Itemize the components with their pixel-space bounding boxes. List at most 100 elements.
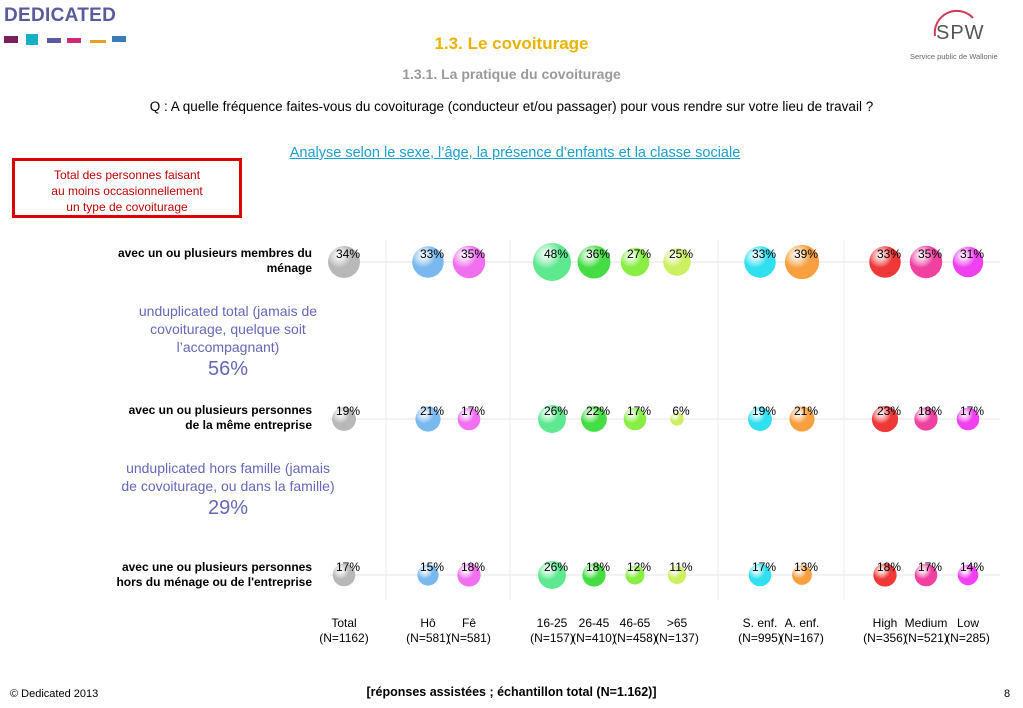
- spw-logo-icon: [933, 9, 974, 37]
- column-label-n: (N=458): [613, 631, 657, 645]
- bubble-point: [457, 563, 481, 587]
- annotation-line: unduplicated total (jamais de: [138, 303, 318, 319]
- logo-bar: [90, 40, 106, 43]
- bubble-value-label: 25%: [669, 247, 693, 261]
- bubble-point: [577, 245, 611, 279]
- bubble-value-label: 14%: [960, 560, 984, 574]
- total-callout-box: Total des personnes faisant au moins occ…: [12, 158, 242, 218]
- bubble-point: [792, 565, 812, 585]
- bubble-value-label: 33%: [877, 247, 901, 261]
- bubble-value-label: 21%: [420, 404, 444, 418]
- column-label-n: (N=521): [904, 631, 948, 645]
- bubble-point: [663, 248, 691, 276]
- bubble-value-label: 35%: [461, 247, 485, 261]
- bubble-value-label: 17%: [461, 404, 485, 418]
- column-label-name: Fê: [461, 616, 476, 630]
- row-label-line: hors du ménage ou de l'entreprise: [116, 575, 312, 589]
- column-label: A. enf. (N=167): [772, 616, 832, 646]
- column-label: 16-25 (N=157): [522, 616, 582, 646]
- logo-bar: [67, 38, 81, 43]
- row-label-hors-menage: avec une ou plusieurs personnes hors du …: [2, 560, 312, 590]
- bubble-value-label: 17%: [918, 560, 942, 574]
- column-label-n: (N=581): [406, 631, 450, 645]
- bubble-point: [452, 245, 486, 279]
- column-label-n: (N=410): [572, 631, 616, 645]
- column-label-name: S. enf.: [742, 616, 778, 630]
- unduplicated-total-annotation: unduplicated total (jamais de covoiturag…: [108, 302, 348, 382]
- column-label: Medium (N=521): [896, 616, 956, 646]
- annotation-line: unduplicated hors famille (jamais: [126, 460, 330, 476]
- bubble-value-label: 26%: [544, 560, 568, 574]
- bubble-value-label: 33%: [420, 247, 444, 261]
- bubble-point: [869, 246, 901, 278]
- bubble-value-label: 18%: [877, 560, 901, 574]
- bubble-value-label: 17%: [627, 404, 651, 418]
- copyright: © Dedicated 2013: [10, 688, 99, 700]
- bubble-point: [952, 246, 984, 278]
- bubble-point: [582, 563, 606, 587]
- analysis-link[interactable]: Analyse selon le sexe, l’âge, la présenc…: [289, 145, 741, 161]
- bubble-value-label: 6%: [672, 404, 690, 418]
- bubble-point: [667, 565, 687, 585]
- row-label-line: de la même entreprise: [185, 418, 312, 432]
- bubble-point: [412, 246, 444, 278]
- bubble-point: [457, 407, 481, 431]
- bubble-point: [871, 405, 899, 433]
- bubble-point: [415, 406, 441, 432]
- bubble-value-label: 35%: [918, 247, 942, 261]
- annotation-line: de covoiturage, ou dans la famille): [121, 478, 335, 494]
- bubble-value-label: 11%: [669, 560, 692, 574]
- row-label-line: avec un ou plusieurs membres du: [117, 246, 312, 260]
- column-label-n: (N=167): [780, 631, 824, 645]
- bubble-point: [328, 246, 360, 278]
- bubble-value-label: 19%: [752, 404, 776, 418]
- total-callout-line: un type de covoiturage: [66, 200, 188, 214]
- annotation-line: l’accompagnant): [176, 339, 280, 355]
- bubble-point: [784, 244, 820, 280]
- bubble-point: [417, 564, 439, 586]
- column-label: Total (N=1162): [314, 616, 374, 646]
- column-label-n: (N=137): [655, 631, 699, 645]
- bubble-point: [957, 564, 979, 586]
- bubble-point: [538, 405, 566, 433]
- bubble-value-label: 19%: [336, 404, 360, 418]
- row-label-line: ménage: [266, 261, 312, 275]
- page-number: 8: [1004, 688, 1011, 700]
- bubble-point: [623, 407, 647, 431]
- total-callout-line: Total des personnes faisant: [53, 168, 201, 182]
- column-label: Hô (N=581): [398, 616, 458, 646]
- bubble-point: [789, 406, 815, 432]
- bubble-value-label: 15%: [420, 560, 444, 574]
- column-label: Fê (N=581): [439, 616, 499, 646]
- bubble-point: [873, 563, 897, 587]
- page-subtitle: 1.3.1. La pratique du covoiturage: [402, 66, 621, 82]
- bubble-value-label: 33%: [752, 247, 776, 261]
- bubble-point: [581, 406, 607, 432]
- annotation-value: 56%: [207, 358, 249, 380]
- bubble-point: [533, 243, 571, 281]
- bubble-value-label: 39%: [794, 247, 818, 261]
- footer-note: [réponses assistées ; échantillon total …: [366, 685, 657, 699]
- column-label-n: (N=356): [863, 631, 907, 645]
- logo-bar: [47, 38, 61, 43]
- column-label-name: Low: [956, 616, 979, 630]
- bubble-value-label: 18%: [586, 560, 610, 574]
- column-label: S. enf. (N=995): [730, 616, 790, 646]
- bubble-value-label: 17%: [752, 560, 776, 574]
- bubble-value-label: 17%: [336, 560, 360, 574]
- column-label-name: 26-45: [578, 616, 610, 630]
- bubble-value-label: 48%: [544, 247, 568, 261]
- bubble-value-label: 26%: [544, 404, 568, 418]
- bubble-point: [625, 565, 645, 585]
- bubble-value-label: 17%: [960, 404, 984, 418]
- annotation-value: 29%: [207, 497, 249, 519]
- column-label-name: High: [872, 616, 898, 630]
- annotation-line: covoiturage, quelque soit: [150, 321, 306, 337]
- bubble-point: [620, 247, 650, 277]
- bubble-point: [748, 407, 772, 431]
- column-label-n: (N=285): [946, 631, 990, 645]
- column-label: High (N=356): [855, 616, 915, 646]
- row-label-line: avec une ou plusieurs personnes: [121, 560, 312, 574]
- bubble-point: [744, 246, 776, 278]
